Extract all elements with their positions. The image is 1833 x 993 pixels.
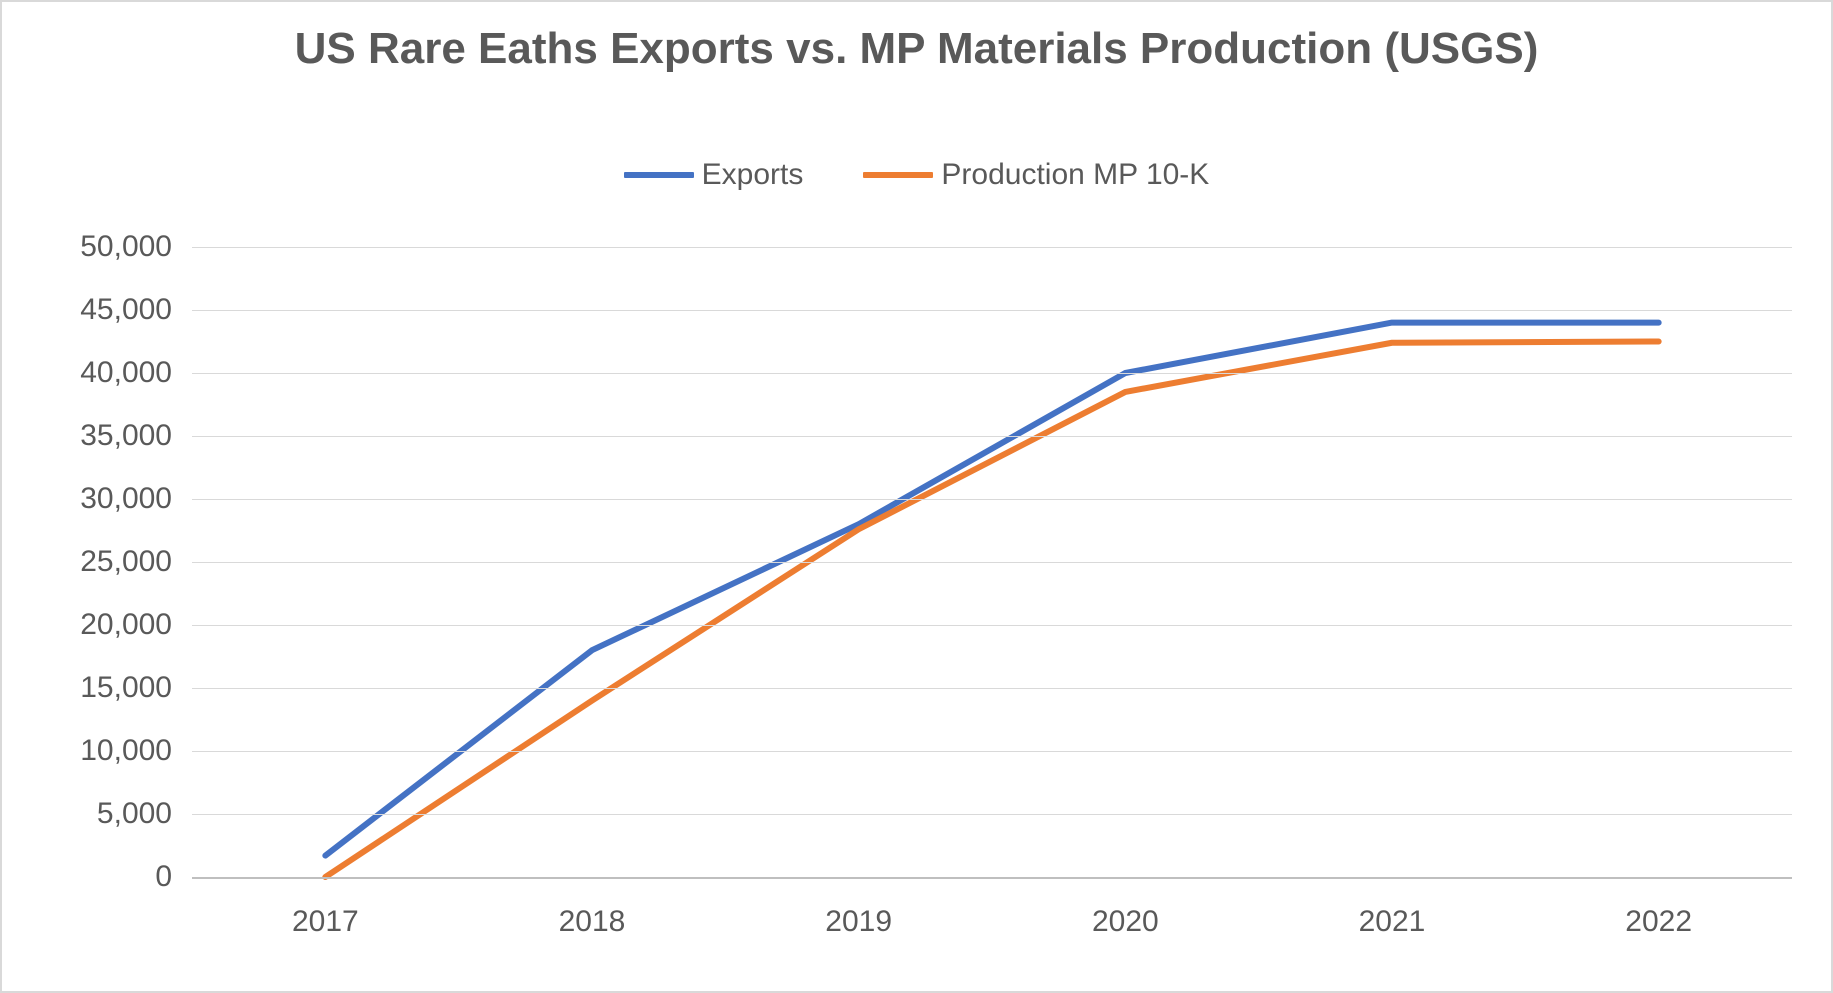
- plot-area: 05,00010,00015,00020,00025,00030,00035,0…: [192, 247, 1792, 877]
- y-tick-label: 0: [12, 860, 172, 894]
- y-tick-label: 5,000: [12, 797, 172, 831]
- legend-label-0: Exports: [702, 158, 804, 192]
- series-line-1: [325, 342, 1658, 878]
- chart-container: US Rare Eaths Exports vs. MP Materials P…: [0, 0, 1833, 993]
- legend: Exports Production MP 10-K: [2, 152, 1831, 192]
- legend-swatch-0: [624, 172, 694, 178]
- y-tick-label: 30,000: [12, 482, 172, 516]
- legend-label-1: Production MP 10-K: [941, 158, 1209, 192]
- x-tick-label: 2019: [825, 905, 892, 939]
- gridline: [192, 310, 1792, 311]
- gridline: [192, 688, 1792, 689]
- gridline: [192, 751, 1792, 752]
- legend-swatch-1: [863, 172, 933, 178]
- x-tick-label: 2020: [1092, 905, 1159, 939]
- gridline: [192, 247, 1792, 248]
- x-tick-label: 2017: [292, 905, 359, 939]
- y-tick-label: 10,000: [12, 734, 172, 768]
- y-tick-label: 20,000: [12, 608, 172, 642]
- x-tick-label: 2022: [1625, 905, 1692, 939]
- x-tick-label: 2018: [559, 905, 626, 939]
- y-tick-label: 35,000: [12, 419, 172, 453]
- gridline: [192, 814, 1792, 815]
- chart-title: US Rare Eaths Exports vs. MP Materials P…: [2, 24, 1831, 74]
- gridline: [192, 436, 1792, 437]
- series-line-0: [325, 323, 1658, 856]
- gridline: [192, 562, 1792, 563]
- y-tick-label: 40,000: [12, 356, 172, 390]
- legend-item-1: Production MP 10-K: [863, 158, 1209, 192]
- gridline: [192, 625, 1792, 626]
- y-tick-label: 15,000: [12, 671, 172, 705]
- x-tick-label: 2021: [1359, 905, 1426, 939]
- gridline: [192, 877, 1792, 879]
- y-tick-label: 25,000: [12, 545, 172, 579]
- gridline: [192, 499, 1792, 500]
- y-tick-label: 50,000: [12, 230, 172, 264]
- gridline: [192, 373, 1792, 374]
- y-tick-label: 45,000: [12, 293, 172, 327]
- legend-item-0: Exports: [624, 158, 804, 192]
